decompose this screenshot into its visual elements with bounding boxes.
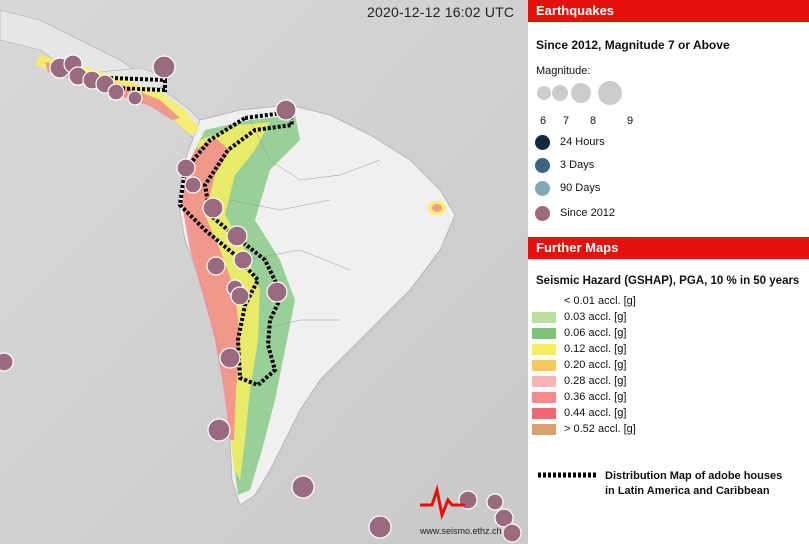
quake-marker <box>176 158 196 178</box>
hazard-legend-item: 0.44 accl. [g] <box>528 404 626 422</box>
mag-circle-7 <box>552 85 568 101</box>
mag-label-8: 8 <box>590 115 597 127</box>
legend-dot-icon <box>535 134 550 150</box>
quake-marker <box>494 508 514 528</box>
quake-marker <box>233 250 253 270</box>
legend-dot-icon <box>535 205 550 221</box>
legend-panel: Earthquakes Since 2012, Magnitude 7 or A… <box>528 0 809 544</box>
country-borders <box>229 119 381 331</box>
quake-marker <box>152 55 176 79</box>
quake-marker <box>219 347 241 369</box>
time-legend-90d[interactable]: 90 Days <box>528 179 600 197</box>
hazard-legend-item: 0.03 accl. [g] <box>528 308 626 326</box>
quake-marker <box>202 197 224 219</box>
hazard-title: Seismic Hazard (GSHAP), PGA, 10 % in 50 … <box>536 275 800 287</box>
time-legend-24h[interactable]: 24 Hours <box>528 133 605 151</box>
quake-marker <box>486 493 504 511</box>
earthquakes-header[interactable]: Earthquakes <box>528 0 809 22</box>
adobe-distribution-outline-andes <box>177 109 295 388</box>
hazard-label: 0.06 accl. [g] <box>564 327 627 339</box>
hazard-swatch <box>532 407 556 419</box>
brand-url[interactable]: www.seismo.ethz.ch <box>420 526 502 536</box>
quake-marker <box>207 418 231 442</box>
hazard-swatch <box>532 311 556 323</box>
hazard-legend-item: > 0.52 accl. [g] <box>528 420 636 438</box>
quake-marker <box>206 256 226 276</box>
hazard-swatch <box>532 391 556 403</box>
quake-marker <box>0 352 14 372</box>
distribution-label-2: in Latin America and Caribbean <box>605 485 770 497</box>
earthquake-markers[interactable] <box>0 54 522 543</box>
quake-marker <box>368 515 392 539</box>
time-legend-3d[interactable]: 3 Days <box>528 156 594 174</box>
quake-marker <box>275 99 297 121</box>
mag-label-9: 9 <box>627 115 634 127</box>
hazard-swatch <box>532 423 556 435</box>
hazard-legend-item: 0.28 accl. [g] <box>528 372 626 390</box>
mag-label-6: 6 <box>540 115 547 127</box>
hazard-label: > 0.52 accl. [g] <box>564 423 636 435</box>
hazard-label: 0.20 accl. [g] <box>564 359 627 371</box>
hazard-label: 0.36 accl. [g] <box>564 391 627 403</box>
quake-marker <box>230 286 250 306</box>
hazard-ne-brazil-core <box>432 204 442 212</box>
quake-marker <box>107 83 125 101</box>
mag-circle-8 <box>571 83 591 103</box>
quake-marker <box>291 475 315 499</box>
further-maps-header[interactable]: Further Maps <box>528 237 809 259</box>
hazard-swatch <box>532 327 556 339</box>
quake-marker <box>184 176 202 194</box>
hazard-swatch <box>532 359 556 371</box>
hazard-label: 0.12 accl. [g] <box>564 343 627 355</box>
time-legend-since-2012[interactable]: Since 2012 <box>528 204 615 222</box>
quake-marker <box>226 225 248 247</box>
quake-marker <box>502 523 522 543</box>
timestamp: 2020-12-12 16:02 UTC <box>367 4 515 20</box>
map-canvas[interactable] <box>0 0 528 544</box>
hazard-legend-item: 0.12 accl. [g] <box>528 340 626 358</box>
adobe-distribution-outline-caribbean <box>108 75 167 93</box>
hazard-label: 0.44 accl. [g] <box>564 407 627 419</box>
hazard-swatch <box>532 295 556 307</box>
since-title: Since 2012, Magnitude 7 or Above <box>536 38 730 52</box>
mag-circle-9 <box>598 81 622 105</box>
hazard-label: 0.03 accl. [g] <box>564 311 627 323</box>
hazard-legend-item: < 0.01 accl. [g] <box>528 292 636 310</box>
hazard-label: 0.28 accl. [g] <box>564 375 627 387</box>
hazard-legend-item: 0.20 accl. [g] <box>528 356 626 374</box>
legend-dot-icon <box>535 157 550 173</box>
magnitude-label: Magnitude: <box>536 65 591 77</box>
quake-marker <box>127 90 143 106</box>
seismo-logo-icon <box>420 484 465 521</box>
legend-dot-icon <box>535 180 550 196</box>
mag-circle-6 <box>537 86 551 100</box>
hazard-label: < 0.01 accl. [g] <box>564 295 636 307</box>
hazard-legend-item: 0.06 accl. [g] <box>528 324 626 342</box>
quake-marker <box>266 281 288 303</box>
hazard-legend-item: 0.36 accl. [g] <box>528 388 626 406</box>
distribution-label-1: Distribution Map of adobe houses <box>605 470 783 482</box>
mag-label-7: 7 <box>563 115 570 127</box>
hazard-swatch <box>532 375 556 387</box>
dotted-line-icon <box>538 472 596 478</box>
hazard-swatch <box>532 343 556 355</box>
